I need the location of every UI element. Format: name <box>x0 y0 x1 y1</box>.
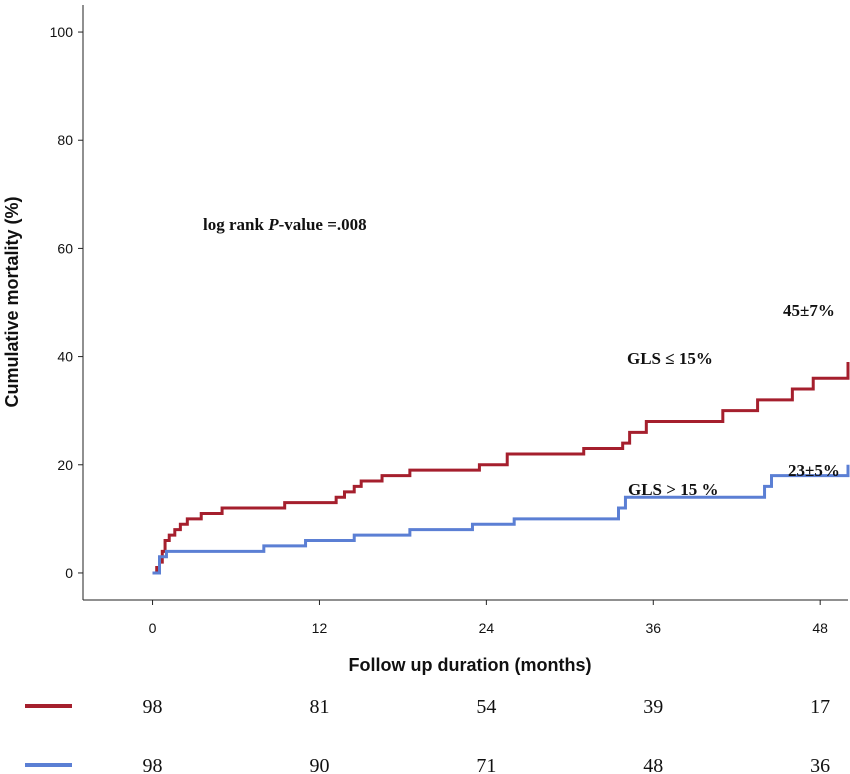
logrank-prefix: log rank <box>203 215 268 234</box>
x-tick-label: 48 <box>812 620 828 636</box>
risk-count: 98 <box>143 755 163 774</box>
risk-count: 48 <box>643 755 663 774</box>
risk-count: 17 <box>810 696 830 718</box>
risk-count: 54 <box>476 696 496 718</box>
risk-count: 90 <box>309 755 329 774</box>
label-gls-le15: GLS ≤ 15% <box>627 349 713 368</box>
y-ticks: 0 20 40 60 80 100 <box>50 24 83 581</box>
final-estimate-gt15: 23±5% <box>788 461 840 480</box>
y-axis-title: Cumulative mortality (%) <box>2 196 22 407</box>
y-tick-label: 60 <box>57 240 73 256</box>
y-tick-label: 80 <box>57 132 73 148</box>
y-tick-label: 40 <box>57 349 73 365</box>
risk-count: 98 <box>143 696 163 718</box>
curves <box>152 362 850 575</box>
x-tick-label: 0 <box>149 620 157 636</box>
x-tick-label: 12 <box>312 620 328 636</box>
risk-table: 98 81 54 39 17 98 90 71 48 36 <box>25 696 830 774</box>
final-estimate-le15: 45±7% <box>783 301 835 320</box>
y-tick-label: 20 <box>57 457 73 473</box>
risk-count: 71 <box>476 755 496 774</box>
risk-count: 36 <box>810 755 830 774</box>
x-axis-title: Follow up duration (months) <box>349 655 592 675</box>
y-tick-label: 100 <box>50 24 74 40</box>
logrank-suffix: -value =.008 <box>279 215 367 234</box>
label-gls-gt15: GLS > 15 % <box>628 480 718 499</box>
km-curve-gls_le15 <box>152 362 850 575</box>
x-tick-label: 24 <box>479 620 495 636</box>
risk-count: 39 <box>643 696 663 718</box>
x-ticks: 0 12 24 36 48 <box>149 600 828 636</box>
km-curve-gls_gt15 <box>152 464 850 575</box>
axes <box>82 5 848 601</box>
logrank-p: P <box>267 215 279 234</box>
risk-count: 81 <box>309 696 329 718</box>
x-tick-label: 36 <box>645 620 661 636</box>
y-tick-label: 0 <box>65 565 73 581</box>
logrank-annotation: log rank P-value =.008 <box>203 215 367 234</box>
